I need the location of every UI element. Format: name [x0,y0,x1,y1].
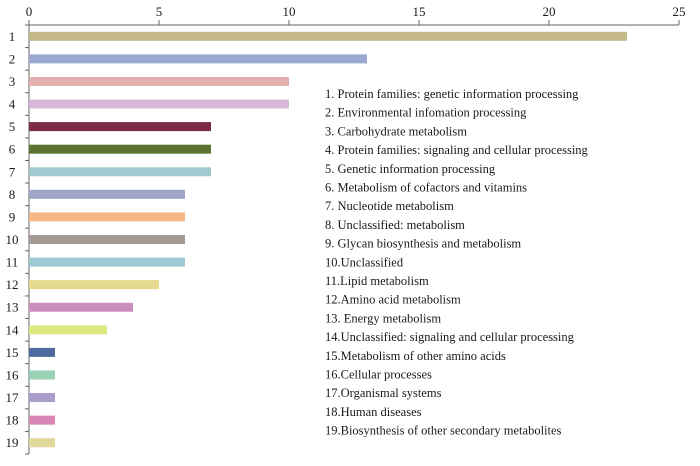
y-tick-label: 11 [6,255,19,270]
bar [29,370,55,380]
bar [29,54,367,64]
bar [29,257,185,267]
legend-item: 19.Biosynthesis of other secondary metab… [325,424,562,438]
legend-item: 1. Protein families: genetic information… [325,87,579,101]
x-tick-label: 5 [156,4,163,19]
bar [29,144,211,154]
legend-item: 5. Genetic information processing [325,162,496,176]
legend-item: 11.Lipid metabolism [325,274,429,288]
legend-item: 17.Organismal systems [325,386,442,400]
bar [29,31,627,41]
legend: 1. Protein families: genetic information… [325,87,589,438]
x-tick-label: 15 [413,4,426,19]
x-tick-label: 0 [26,4,33,19]
y-tick-label: 13 [6,300,19,315]
legend-item: 6. Metabolism of cofactors and vitamins [325,181,527,195]
y-tick-label: 14 [6,322,20,337]
x-tick-label: 10 [283,4,296,19]
bar [29,347,55,357]
y-tick-label: 5 [9,119,16,134]
bar [29,302,133,312]
bar [29,122,211,132]
y-tick-label: 9 [9,209,16,224]
legend-item: 8. Unclassified: metabolism [325,218,465,232]
y-tick-label: 17 [6,390,20,405]
y-tick-label: 15 [6,345,19,360]
y-tick-label: 18 [6,413,19,428]
y-tick-label: 1 [9,29,16,44]
x-axis-ticks: 0 5 10 15 20 25 [26,4,686,25]
legend-item: 9. Glycan biosynthesis and metabolism [325,237,521,251]
bar [29,393,55,403]
y-tick-label: 12 [6,277,19,292]
y-tick-label: 3 [9,74,16,89]
bar [29,438,55,448]
legend-item: 18.Human diseases [325,405,422,419]
legend-item: 15.Metabolism of other amino acids [325,349,506,363]
legend-item: 12.Amino acid metabolism [325,293,461,307]
y-tick-label: 16 [6,367,20,382]
bar [29,415,55,425]
legend-item: 10.Unclassified [325,255,404,269]
y-tick-label: 6 [9,142,16,157]
legend-item: 14.Unclassified: signaling and cellular … [325,330,575,344]
legend-item: 13. Energy metabolism [325,311,441,325]
bar [29,212,185,222]
bar [29,235,185,244]
y-tick-label: 19 [6,435,19,450]
legend-item: 4. Protein families: signaling and cellu… [325,143,589,157]
bar [29,99,289,109]
bars [29,31,627,448]
bar [29,280,159,290]
y-tick-label: 10 [6,232,19,247]
bar [29,76,289,86]
legend-item: 16.Cellular processes [325,368,432,382]
bar [29,325,107,335]
x-tick-label: 25 [673,4,686,19]
y-tick-label: 7 [9,164,16,179]
y-tick-label: 2 [9,51,16,66]
y-tick-label: 4 [9,97,16,112]
bar [29,189,185,199]
legend-item: 7. Nucleotide metabolism [325,199,454,213]
legend-item: 3. Carbohydrate metabolism [325,124,467,138]
x-tick-label: 20 [543,4,556,19]
bar [29,167,211,177]
y-tick-label: 8 [9,187,16,202]
legend-item: 2. Environmental infomation processing [325,106,527,120]
